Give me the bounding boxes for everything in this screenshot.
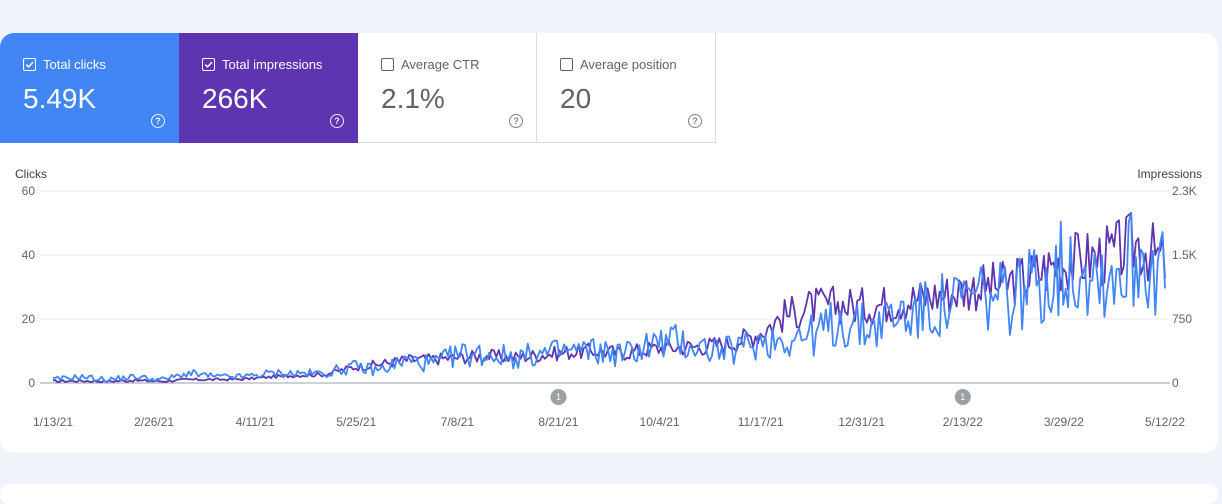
x-tick-label: 8/21/21	[538, 415, 578, 429]
y-left-tick-label: 60	[22, 184, 36, 198]
checkbox-checked-icon[interactable]	[23, 58, 36, 71]
axis-labels: 60 40 20 0 2.3K 1.5K 750 0 1/13/21 2/26/21 4/11/21…	[22, 184, 1197, 429]
y-right-tick-label: 2.3K	[1172, 184, 1197, 198]
help-icon[interactable]: ?	[330, 114, 344, 128]
annotation-marker[interactable]: 1	[550, 389, 567, 405]
y-right-tick-label: 750	[1172, 312, 1192, 326]
help-icon[interactable]: ?	[509, 114, 523, 128]
y-left-axis-title: Clicks	[15, 167, 47, 181]
metric-tabs: Total clicks 5.49K ? Total impressions 2…	[0, 33, 716, 143]
series-lines	[52, 211, 1166, 384]
metric-label: Average position	[580, 57, 677, 72]
metric-total-clicks[interactable]: Total clicks 5.49K ?	[0, 33, 179, 143]
x-tick-label: 12/31/21	[838, 415, 885, 429]
metric-label: Average CTR	[401, 57, 480, 72]
help-icon[interactable]: ?	[688, 114, 702, 128]
series-line-total-clicks	[52, 211, 1166, 384]
x-tick-label: 2/26/21	[134, 415, 174, 429]
metric-label: Total clicks	[43, 57, 106, 72]
checkbox-unchecked-icon[interactable]	[560, 58, 573, 71]
performance-chart: Clicks Impressions 60 40 20 0 2.3K 1.5K 750 0 1/…	[15, 167, 1202, 429]
x-tick-label: 11/17/21	[738, 415, 784, 429]
y-left-tick-label: 0	[28, 376, 35, 390]
x-tick-label: 2/13/22	[943, 415, 983, 429]
x-tick-label: 5/25/21	[336, 415, 376, 429]
y-left-tick-label: 40	[22, 248, 36, 262]
x-tick-label: 7/8/21	[441, 415, 475, 429]
metric-average-position[interactable]: Average position 20 ?	[537, 33, 716, 143]
checkbox-checked-icon[interactable]	[202, 58, 215, 71]
y-right-tick-label: 1.5K	[1172, 248, 1197, 262]
x-tick-label: 1/13/21	[33, 415, 73, 429]
annotation-marker-label: 1	[960, 392, 965, 402]
y-right-axis-title: Impressions	[1137, 167, 1202, 181]
metric-average-ctr[interactable]: Average CTR 2.1% ?	[358, 33, 537, 143]
x-tick-label: 3/29/22	[1044, 415, 1084, 429]
metric-value: 5.49K	[23, 83, 97, 114]
annotation-marker[interactable]: 1	[954, 389, 971, 405]
metric-value: 2.1%	[381, 83, 445, 114]
next-card	[0, 484, 1218, 504]
x-tick-label: 10/4/21	[640, 415, 680, 429]
annotation-marker-dot[interactable]	[954, 389, 971, 405]
metric-value: 266K	[202, 83, 268, 114]
metric-label: Total impressions	[222, 57, 323, 72]
help-icon[interactable]: ?	[151, 114, 165, 128]
y-left-tick-label: 20	[22, 312, 36, 326]
annotation-marker-dot[interactable]	[550, 389, 567, 405]
metric-value: 20	[560, 83, 592, 114]
x-tick-label: 5/12/22	[1145, 415, 1185, 429]
series-line-total-impressions	[52, 211, 1166, 384]
metric-total-impressions[interactable]: Total impressions 266K ?	[179, 33, 358, 143]
checkbox-unchecked-icon[interactable]	[381, 58, 394, 71]
gridlines	[40, 190, 1170, 384]
x-tick-label: 4/11/21	[236, 415, 275, 429]
annotation-marker-label: 1	[556, 392, 561, 402]
y-right-tick-label: 0	[1172, 376, 1179, 390]
